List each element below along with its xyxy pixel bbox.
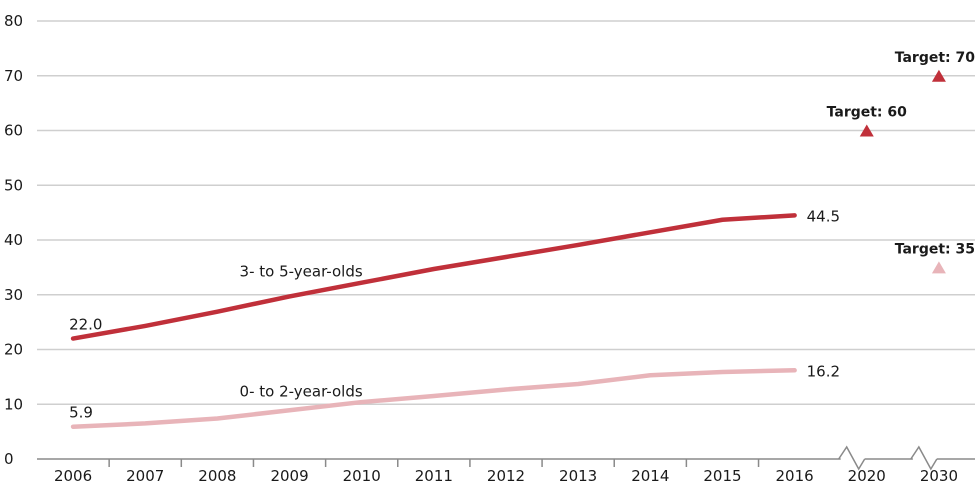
data-label: 16.2: [807, 362, 840, 380]
x-axis: [37, 445, 975, 471]
series-line: [70, 368, 797, 429]
y-tick-label: 50: [4, 176, 23, 194]
y-tick-label: 40: [4, 231, 23, 249]
y-tick-label: 10: [4, 395, 23, 413]
target-label: Target: 70: [895, 50, 976, 66]
x-tick-label: 2016: [776, 467, 814, 485]
x-tick-label: 2030: [920, 467, 958, 485]
series-label: 3- to 5-year-olds: [240, 262, 363, 280]
target-label: Target: 35: [895, 241, 975, 257]
data-label: 44.5: [807, 207, 840, 225]
x-axis-tick-labels: 2006 2007 2008 2009 2010 2011 2012 2013 2014 2015…: [54, 467, 958, 485]
data-label: 22.0: [69, 316, 102, 334]
gridlines: [37, 20, 975, 405]
target-markers: Target: 70 Target: 60 Target: 35: [827, 50, 976, 274]
y-tick-label: 0: [4, 450, 14, 468]
axis-break-mark: [838, 445, 866, 471]
x-tick-label: 2012: [487, 467, 525, 485]
data-label: 5.9: [69, 404, 93, 422]
y-tick-label: 70: [4, 67, 23, 85]
x-tick-label: 2013: [559, 467, 597, 485]
x-tick-label: 2008: [198, 467, 236, 485]
target-label: Target: 60: [827, 105, 908, 121]
x-tick-label: 2015: [703, 467, 741, 485]
x-tick-label: 2014: [631, 467, 669, 485]
x-tick-label: 2006: [54, 467, 92, 485]
y-tick-label: 20: [4, 341, 23, 359]
series-line: [70, 213, 797, 341]
y-axis-tick-labels: 0 10 20 30 40 50 60 70 80: [4, 12, 23, 468]
x-tick-label: 2020: [848, 467, 886, 485]
y-tick-label: 60: [4, 122, 23, 140]
y-tick-label: 80: [4, 12, 23, 30]
target-marker: [931, 69, 946, 82]
target-marker: [859, 124, 874, 137]
y-tick-label: 30: [4, 286, 23, 304]
target-marker: [931, 261, 946, 274]
x-tick-label: 2010: [343, 467, 381, 485]
x-tick-label: 2009: [270, 467, 308, 485]
series-lines: [70, 213, 797, 429]
series-label: 0- to 2-year-olds: [240, 382, 363, 400]
x-tick-label: 2007: [126, 467, 164, 485]
axis-break-mark: [910, 445, 938, 471]
x-tick-label: 2011: [415, 467, 453, 485]
data-labels: 22.0 44.5 3- to 5-year-olds 5.9 16.2 0- to 2-…: [69, 207, 840, 421]
